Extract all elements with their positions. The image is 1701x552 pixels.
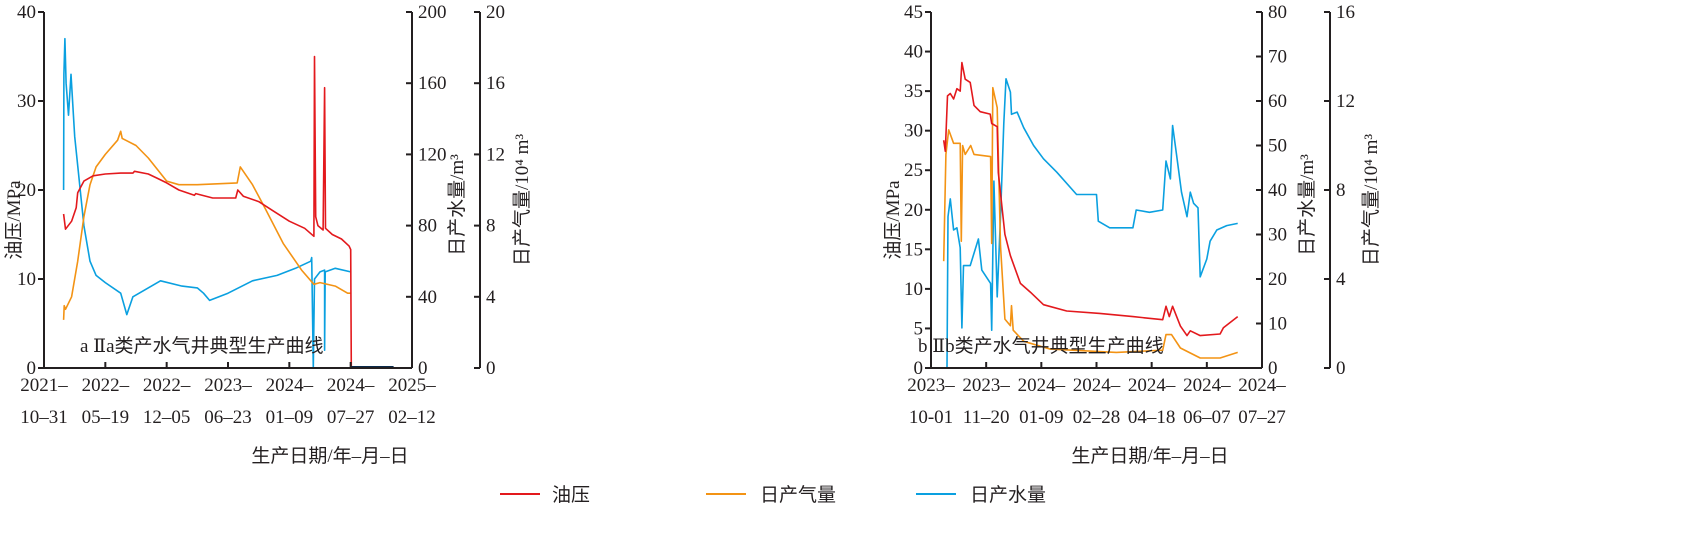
x-tick-label: 2024– [1018,375,1066,396]
y-tick-label-gas: 12 [486,144,505,165]
x-tick-label: 2022– [143,375,191,396]
x-tick-label: 05–19 [82,407,130,428]
y-tick-label-gas: 0 [486,358,496,379]
y-tick-label-water: 0 [1268,358,1278,379]
y-tick-label-pressure: 20 [17,180,36,201]
y-tick-label-water: 70 [1268,47,1287,68]
y-tick-label-pressure: 40 [904,42,923,63]
y-tick-label-water: 80 [1268,2,1287,23]
x-tick-label: 2024– [1238,375,1286,396]
y-tick-label-pressure: 0 [914,358,924,379]
x-tick-label: 2023– [907,375,955,396]
x-tick-label: 04–18 [1128,407,1176,428]
y-axis-label-water: 日产水量/m³ [446,154,468,256]
y-axis-label-pressure: 油压/MPa [3,180,25,260]
x-tick-label: 2024– [266,375,314,396]
y-tick-label-pressure: 25 [904,160,923,181]
x-axis-label: 生产日期/年–月–日 [1071,445,1228,467]
y-tick-label-pressure: 20 [904,200,923,221]
legend: 油压 日产气量 日产水量 [500,484,1046,506]
chart-a: 0 10 20 30 40 0 40 80 120 160 200 0 4 8 12 16 20 2021– 10–… [3,2,533,467]
chart-annotation: a Ⅱa类产水气井典型生产曲线 [80,335,324,357]
y-tick-label-water: 160 [418,73,447,94]
x-tick-label: 2022– [82,375,130,396]
y-tick-label-pressure: 45 [904,2,923,23]
legend-label-gas: 日产气量 [760,484,836,506]
x-tick-label: 01–09 [266,407,314,428]
chart-b: 0 5 10 15 20 25 30 35 40 45 0 10 20 30 40 50 60 70 80 0 4 8 12… [882,2,1382,467]
x-tick-label: 06–07 [1183,407,1231,428]
y-tick-label-water: 0 [418,358,428,379]
x-tick-label: 07–27 [1238,407,1286,428]
y-tick-label-pressure: 30 [904,121,923,142]
x-axis-label: 生产日期/年–月–日 [251,445,408,467]
y-tick-label-water: 40 [418,287,437,308]
x-tick-label: 12–05 [143,407,191,428]
series-line-pressure [62,55,353,369]
series-line-gas [942,86,1238,359]
y-tick-label-water: 30 [1268,225,1287,246]
y-tick-label-gas: 16 [486,73,505,94]
y-tick-label-gas: 0 [1336,358,1346,379]
y-tick-label-water: 200 [418,2,447,23]
y-tick-label-gas: 12 [1336,91,1355,112]
y-tick-label-pressure: 30 [17,91,36,112]
y-tick-label-pressure: 40 [17,2,36,23]
y-tick-label-pressure: 5 [914,318,924,339]
y-axis-label-water: 日产水量/m³ [1296,154,1318,256]
x-tick-label: 10–31 [20,407,68,428]
y-tick-label-water: 40 [1268,180,1287,201]
x-tick-label: 2025– [388,375,436,396]
y-tick-label-pressure: 10 [904,279,923,300]
series-line-pressure [942,61,1239,337]
chart-annotation: b Ⅱb类产水气井典型生产曲线 [918,335,1164,357]
y-tick-label-water: 120 [418,144,447,165]
series-line-gas [62,130,351,320]
y-tick-label-pressure: 35 [904,81,923,102]
x-tick-label: 2023– [204,375,252,396]
y-tick-label-water: 50 [1268,136,1287,157]
x-tick-label: 02–12 [388,407,436,428]
y-tick-label-gas: 16 [1336,2,1355,23]
y-tick-label-pressure: 10 [17,269,36,290]
legend-label-pressure: 油压 [552,484,590,506]
y-tick-label-gas: 4 [1336,269,1346,290]
y-tick-label-water: 60 [1268,91,1287,112]
y-tick-label-water: 10 [1268,314,1287,335]
x-tick-label: 06–23 [204,407,252,428]
x-tick-label: 2024– [1073,375,1121,396]
x-tick-label: 2023– [962,375,1010,396]
x-tick-label: 2021– [20,375,68,396]
y-axis-label-gas: 日产气量/10⁴ m³ [511,134,533,266]
x-tick-label: 10-01 [909,407,953,428]
y-tick-label-gas: 20 [486,2,505,23]
series-line-water [946,78,1238,369]
y-tick-label-water: 80 [418,216,437,237]
x-tick-label: 2024– [1183,375,1231,396]
y-tick-label-gas: 8 [1336,180,1346,201]
y-axis-label-pressure: 油压/MPa [882,180,904,260]
legend-label-water: 日产水量 [970,484,1046,506]
y-tick-label-water: 20 [1268,269,1287,290]
x-tick-label: 01-09 [1019,407,1063,428]
y-axis-label-gas: 日产气量/10⁴ m³ [1360,134,1382,266]
series-line-water [62,37,351,369]
x-tick-label: 07–27 [327,407,375,428]
y-tick-label-pressure: 0 [27,358,37,379]
y-tick-label-gas: 8 [486,216,496,237]
x-tick-label: 02–28 [1073,407,1121,428]
y-tick-label-pressure: 15 [904,239,923,260]
x-tick-label: 2024– [327,375,375,396]
y-tick-label-gas: 4 [486,287,496,308]
x-tick-label: 11–20 [963,407,1010,428]
x-tick-label: 2024– [1128,375,1176,396]
